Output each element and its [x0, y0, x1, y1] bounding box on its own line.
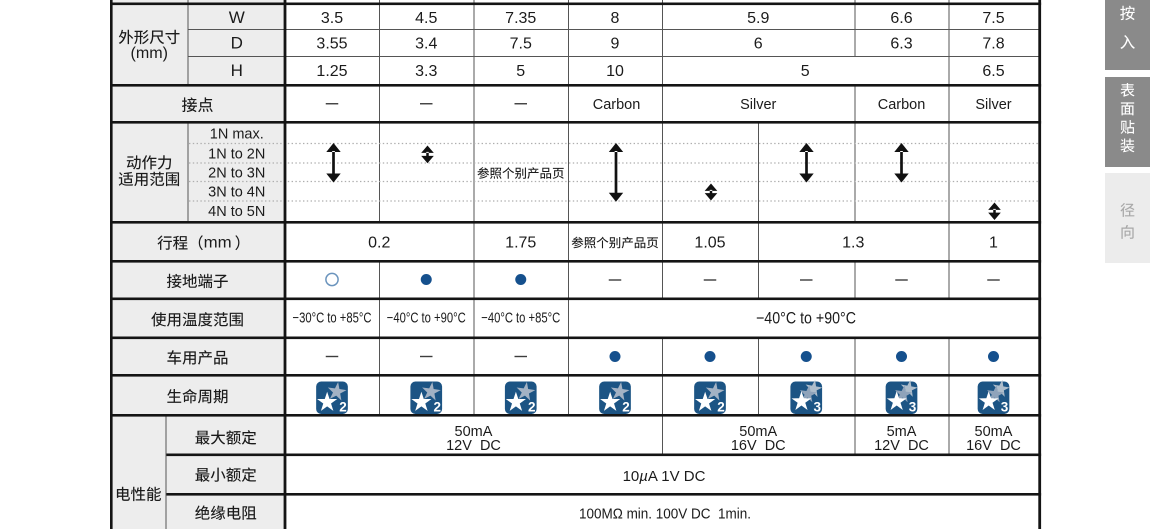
svg-text:6.5: 6.5: [982, 63, 1004, 80]
svg-text:5: 5: [516, 63, 525, 80]
svg-text:100MΩ min. 100V DC 1min.: 100MΩ min. 100V DC 1min.: [579, 507, 751, 523]
svg-text:2: 2: [434, 399, 442, 414]
svg-text:2: 2: [717, 399, 725, 414]
svg-text:Carbon: Carbon: [878, 97, 926, 113]
svg-text:1.3: 1.3: [842, 235, 864, 252]
svg-text:16V DC: 16V DC: [966, 438, 1021, 454]
svg-text:12V DC: 12V DC: [446, 438, 501, 454]
svg-text:Carbon: Carbon: [593, 97, 641, 113]
svg-text:0.2: 0.2: [368, 235, 390, 252]
svg-text:−40°C to +90°C: −40°C to +90°C: [387, 310, 466, 326]
svg-text:3: 3: [909, 399, 917, 414]
svg-text:6: 6: [754, 35, 763, 52]
svg-text:3.3: 3.3: [415, 63, 437, 80]
svg-text:2N to 3N: 2N to 3N: [208, 165, 265, 181]
svg-text:5.9: 5.9: [747, 10, 769, 27]
svg-text:12V DC: 12V DC: [874, 438, 929, 454]
svg-text:6.6: 6.6: [890, 10, 912, 27]
svg-text:1: 1: [989, 235, 998, 252]
svg-text:1N max.: 1N max.: [210, 127, 264, 143]
svg-text:50mA: 50mA: [455, 424, 493, 440]
svg-text:9: 9: [611, 35, 620, 52]
svg-text:5: 5: [801, 63, 810, 80]
svg-text:(mm): (mm): [131, 45, 169, 62]
svg-text:1.75: 1.75: [505, 235, 536, 252]
svg-text:H: H: [231, 61, 243, 80]
svg-text:50mA: 50mA: [975, 424, 1013, 440]
svg-text:4.5: 4.5: [415, 10, 437, 27]
svg-text:5mA: 5mA: [887, 424, 917, 440]
svg-text:1.25: 1.25: [316, 63, 347, 80]
svg-text:7.35: 7.35: [505, 10, 536, 27]
svg-text:3.4: 3.4: [415, 35, 437, 52]
svg-text:D: D: [231, 34, 243, 53]
svg-text:7.5: 7.5: [510, 35, 532, 52]
svg-text:10µA 1V DC: 10µA 1V DC: [623, 468, 706, 485]
svg-text:−40°C to +85°C: −40°C to +85°C: [481, 310, 560, 326]
svg-text:3: 3: [1001, 399, 1009, 414]
svg-text:4N to 5N: 4N to 5N: [208, 204, 265, 220]
svg-text:Silver: Silver: [740, 97, 776, 113]
svg-text:W: W: [229, 8, 245, 27]
svg-text:7.5: 7.5: [982, 10, 1004, 27]
svg-text:2: 2: [339, 399, 347, 414]
svg-text:1N to 2N: 1N to 2N: [208, 146, 265, 162]
svg-text:7.8: 7.8: [982, 35, 1004, 52]
svg-text:2: 2: [622, 399, 630, 414]
svg-text:50mA: 50mA: [739, 424, 777, 440]
svg-text:1.05: 1.05: [694, 235, 725, 252]
svg-text:3N to 4N: 3N to 4N: [208, 184, 265, 200]
svg-text:−30°C to +85°C: −30°C to +85°C: [293, 310, 372, 326]
svg-text:Silver: Silver: [975, 97, 1011, 113]
svg-text:6.3: 6.3: [890, 35, 912, 52]
svg-text:2: 2: [528, 399, 536, 414]
svg-text:3: 3: [814, 399, 822, 414]
svg-text:mm: mm: [204, 234, 232, 251]
svg-text:8: 8: [611, 10, 620, 27]
svg-text:10: 10: [606, 63, 624, 80]
svg-text:3.55: 3.55: [316, 35, 347, 52]
svg-text:−40°C to +90°C: −40°C to +90°C: [756, 309, 856, 327]
svg-text:3.5: 3.5: [321, 10, 343, 27]
svg-text:16V DC: 16V DC: [731, 438, 786, 454]
